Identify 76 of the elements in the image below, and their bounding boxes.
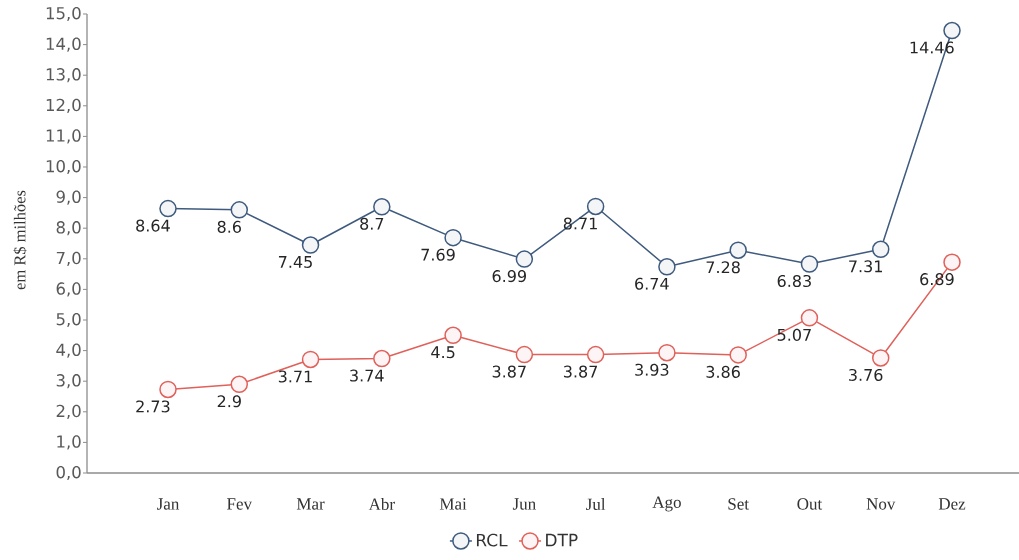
point — [943, 253, 961, 271]
point — [658, 343, 676, 362]
y-tick-label: 15,0 — [46, 6, 81, 22]
x-tick-label: Ago — [652, 496, 681, 512]
y-tick-label: 12,0 — [46, 98, 81, 113]
y-tick-label: 7,0 — [56, 251, 81, 266]
point — [159, 380, 177, 399]
x-tick-label: Jan — [157, 498, 180, 510]
x-tick-label: Abr — [368, 498, 395, 510]
point — [301, 350, 320, 369]
y-tick-label: 11,0 — [46, 129, 81, 144]
data-label: 3.74 — [350, 369, 384, 382]
point — [658, 258, 676, 276]
data-label: 6.83 — [777, 274, 811, 288]
data-label: 7.28 — [706, 261, 740, 274]
x-tick-label: Nov — [866, 498, 896, 510]
legend-label: DTP — [546, 533, 578, 547]
point — [515, 250, 534, 268]
point — [373, 198, 391, 216]
point — [444, 228, 462, 247]
data-label: 3.76 — [849, 368, 883, 381]
point — [301, 236, 320, 254]
point — [515, 345, 534, 364]
data-label: 8.7 — [360, 217, 384, 230]
y-tick-label: 9,0 — [56, 190, 81, 205]
data-label: 3.93 — [635, 363, 669, 376]
data-label: 2.73 — [136, 400, 170, 413]
y-tick-label: 0,0 — [56, 465, 81, 481]
y-tick-label: 2,0 — [56, 404, 81, 419]
x-tick-label: Mar — [296, 498, 325, 510]
point — [586, 197, 605, 216]
data-label: 8.64 — [136, 219, 170, 232]
data-label: 3.87 — [492, 365, 526, 378]
y-tick-label: 4,0 — [56, 343, 81, 358]
point — [444, 326, 462, 345]
data-label: 6.74 — [635, 277, 669, 290]
point — [729, 241, 747, 259]
data-label: 5.07 — [777, 328, 811, 341]
point — [800, 309, 819, 327]
data-label: 7.31 — [849, 260, 882, 273]
point — [230, 201, 249, 219]
point — [871, 349, 890, 367]
x-tick-label: Fev — [227, 498, 253, 510]
x-tick-label: Dez — [938, 498, 966, 510]
point — [800, 255, 819, 273]
y-tick-label: 8,0 — [56, 221, 81, 236]
point — [943, 21, 961, 40]
point — [230, 375, 249, 394]
data-label: 4.5 — [431, 346, 455, 359]
data-label: 2.9 — [217, 395, 241, 408]
y-tick-label: 5,0 — [56, 312, 81, 328]
y-tick-label: 13,0 — [46, 68, 81, 83]
point — [586, 345, 605, 364]
x-tick-label: Jul — [586, 498, 606, 510]
data-label: 8.6 — [217, 220, 241, 233]
y-tick-label: 14,0 — [46, 37, 81, 52]
y-tick-label: 10,0 — [46, 159, 81, 175]
data-label: 6.99 — [492, 270, 526, 283]
data-label: 3.71 — [278, 370, 312, 383]
legend-label: RCL — [476, 533, 508, 547]
x-tick-label: Jun — [512, 498, 536, 510]
point — [373, 349, 391, 368]
y-tick-label: 6,0 — [56, 282, 81, 297]
point — [729, 346, 747, 364]
data-label: 3.86 — [706, 365, 740, 378]
data-label: 7.45 — [278, 256, 312, 268]
y-tick-label: 3,0 — [56, 374, 81, 389]
point — [871, 240, 890, 259]
point — [159, 199, 177, 218]
y-tick-label: 1,0 — [57, 435, 81, 450]
x-tick-label: Mai — [439, 498, 467, 510]
data-label: 3.87 — [563, 365, 597, 378]
x-tick-label: Set — [728, 498, 749, 510]
x-tick-label: Out — [797, 498, 823, 510]
y-axis-title: em R$ milhões — [13, 190, 27, 290]
data-label: 7.69 — [421, 248, 455, 261]
